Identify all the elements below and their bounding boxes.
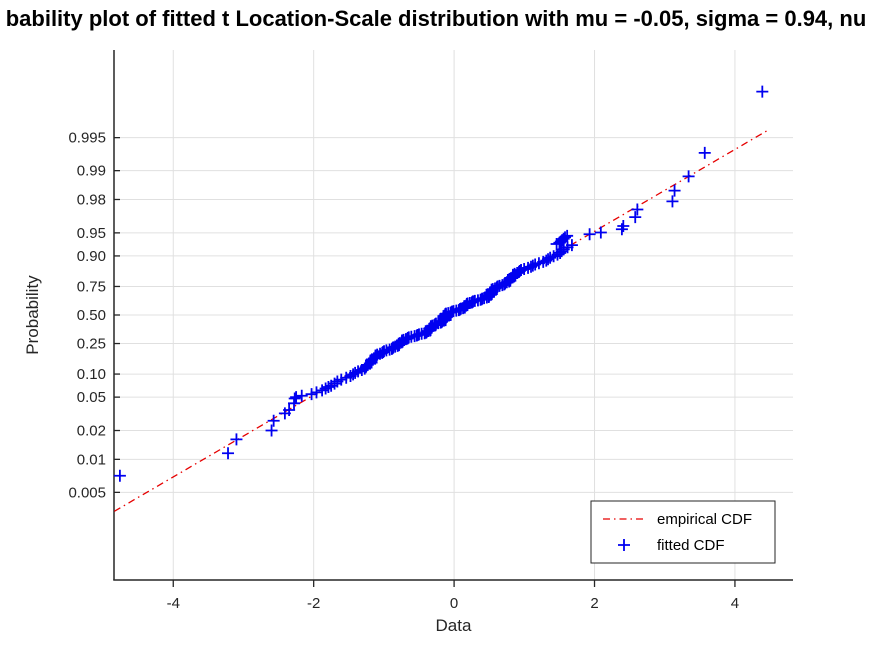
fitted-cdf-marker <box>631 203 644 216</box>
y-tick-label: 0.99 <box>77 163 106 180</box>
fitted-cdf-marker <box>319 382 332 395</box>
fitted-cdf-marker <box>559 231 572 244</box>
fitted-cdf-marker <box>288 392 301 405</box>
fitted-cdf-marker <box>283 404 296 417</box>
y-tick-label: 0.05 <box>77 389 106 406</box>
fitted-cdf-marker <box>756 85 769 98</box>
fitted-cdf-marker <box>310 386 323 399</box>
fitted-cdf-marker <box>222 447 235 460</box>
fitted-cdf-marker <box>617 219 630 232</box>
chart-title: bability plot of fitted t Location-Scale… <box>0 5 872 35</box>
fitted-cdf-marker <box>668 184 681 197</box>
fitted-cdf-marker <box>515 264 528 277</box>
y-tick-label: 0.995 <box>68 130 106 147</box>
x-tick-label: 0 <box>450 595 458 612</box>
legend-label-fitted-cdf: fitted CDF <box>657 537 725 554</box>
x-tick-label: -2 <box>307 595 320 612</box>
legend-marker-sample <box>618 539 630 551</box>
y-tick-label: 0.95 <box>77 225 106 242</box>
fitted-cdf-marker <box>113 469 126 482</box>
fitted-cdf-marker <box>594 226 607 239</box>
fitted-cdf-marker <box>322 380 335 393</box>
y-tick-label: 0.50 <box>77 307 106 324</box>
fitted-cdf-marker <box>542 253 555 266</box>
fitted-cdf-marker <box>666 195 679 208</box>
fitted-cdf-marker <box>682 170 695 183</box>
fitted-cdf-marker <box>615 223 628 236</box>
x-tick-label: 2 <box>590 595 598 612</box>
fitted-cdf-marker <box>565 239 578 252</box>
y-tick-label: 0.98 <box>77 191 106 208</box>
legend-box <box>590 500 776 564</box>
fitted-cdf-marker <box>526 259 539 272</box>
y-tick-label: 0.25 <box>77 336 106 353</box>
fitted-cdf-marker <box>698 146 711 159</box>
x-tick-label: 4 <box>731 595 739 612</box>
y-tick-label: 0.005 <box>68 484 106 501</box>
fitted-cdf-marker <box>328 377 341 390</box>
legend-label-empirical-cdf: empirical CDF <box>657 511 752 528</box>
fitted-cdf-marker <box>335 373 348 386</box>
y-tick-label: 0.01 <box>77 451 106 468</box>
y-tick-label: 0.75 <box>77 278 106 295</box>
fitted-cdf-marker <box>349 366 362 379</box>
y-tick-label: 0.10 <box>77 366 106 383</box>
fitted-cdf-marker <box>583 228 596 241</box>
x-tick-label: -4 <box>167 595 180 612</box>
fitted-cdf-marker <box>267 414 280 427</box>
fitted-cdf-marker <box>305 388 318 401</box>
y-axis-label: Probability <box>23 275 42 355</box>
fitted-cdf-marker <box>629 211 642 224</box>
fitted-cdf-marker <box>561 229 574 242</box>
fitted-cdf-marker <box>290 391 303 404</box>
fitted-cdf-marker <box>230 433 243 446</box>
fitted-cdf-marker <box>295 389 308 402</box>
y-tick-label: 0.90 <box>77 248 106 265</box>
x-axis-label: Data <box>436 616 472 635</box>
fitted-cdf-marker <box>347 368 360 381</box>
empirical-cdf-line <box>113 130 767 512</box>
y-tick-label: 0.02 <box>77 423 106 440</box>
fitted-cdf-marker <box>265 424 278 437</box>
chart-title-text: bability plot of fitted t Location-Scale… <box>5 6 867 31</box>
